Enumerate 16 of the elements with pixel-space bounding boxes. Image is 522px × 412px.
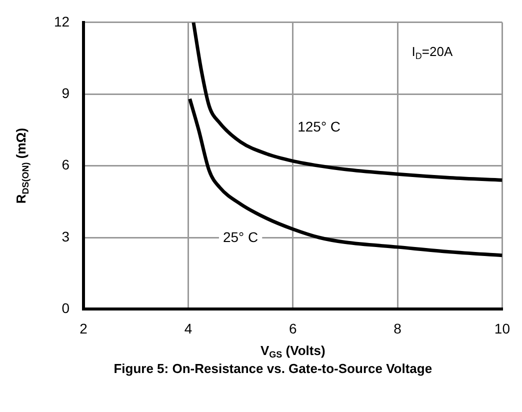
- caption: Figure 5: On-Resistance vs. Gate-to-Source Voltage: [114, 360, 432, 376]
- series-label: 125° C: [298, 118, 341, 135]
- x-tick-label: 4: [184, 320, 192, 336]
- y-tick-label: 3: [62, 228, 70, 244]
- x-tick-label: 6: [288, 320, 297, 336]
- y-tick-label: 6: [62, 156, 70, 173]
- x-tick-label: 2: [80, 320, 88, 336]
- x-tick-label: 8: [394, 320, 402, 336]
- series-label: 25° C: [222, 228, 258, 245]
- y-tick-label: 12: [54, 13, 70, 30]
- y-tick-label: 9: [62, 84, 70, 101]
- line-series: [188, 97, 502, 258]
- x-tick-label: 10: [494, 320, 510, 336]
- y-axis-title: RDS(ON) (mΩ): [14, 128, 30, 204]
- line-series: [192, 22, 502, 182]
- y-tick-label: 0: [62, 300, 70, 316]
